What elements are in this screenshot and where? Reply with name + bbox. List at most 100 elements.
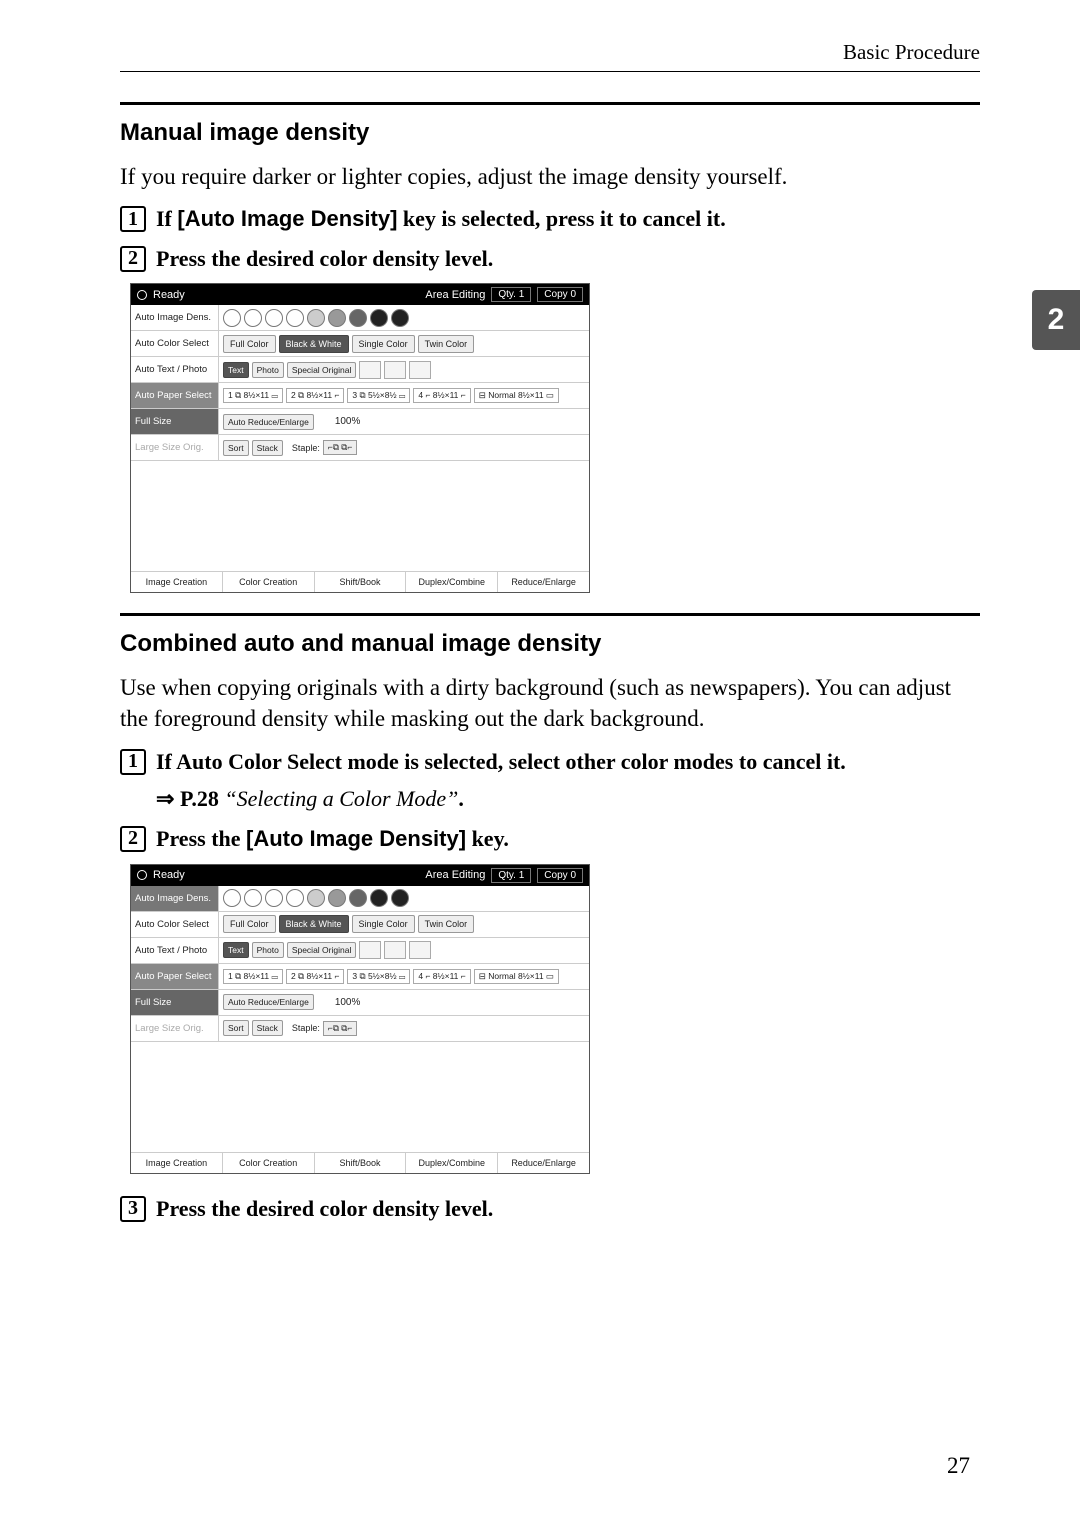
ref-title: “Selecting a Color Mode” — [224, 786, 458, 811]
bypass-tray-button[interactable]: ⊟ Normal 8½×11 ▭ — [474, 969, 559, 984]
step-text: Press the [Auto Image Density] key. — [156, 824, 509, 854]
reduce-enlarge-tab[interactable]: Reduce/Enlarge — [498, 1153, 589, 1173]
auto-text-photo-button[interactable]: Auto Text / Photo — [131, 938, 219, 963]
zoom-pct: 100% — [335, 997, 361, 1008]
auto-image-density-button[interactable]: Auto Image Dens. — [131, 886, 219, 911]
sort-row: Large Size Orig. Sort Stack Staple: ⌐⧉ ⧉… — [131, 435, 589, 461]
section2-heading: Combined auto and manual image density — [120, 630, 980, 658]
large-size-orig-button[interactable]: Large Size Orig. — [131, 1016, 219, 1041]
stack-button[interactable]: Stack — [252, 1020, 283, 1036]
section1-step1: 1 If [Auto Image Density] key is selecte… — [120, 204, 980, 234]
section1-intro: If you require darker or lighter copies,… — [120, 161, 980, 192]
qty-counter: Qty. 1 — [491, 868, 531, 883]
duplex-combine-tab[interactable]: Duplex/Combine — [406, 1153, 498, 1173]
sort-button[interactable]: Sort — [223, 1020, 249, 1036]
t: key is selected, press it to cancel it. — [397, 206, 725, 231]
ready-label: Ready — [153, 869, 185, 881]
bypass-tray-button[interactable]: ⊟ Normal 8½×11 ▭ — [474, 388, 559, 403]
full-color-button[interactable]: Full Color — [223, 335, 276, 353]
text-button[interactable]: Text — [223, 942, 249, 958]
t: If — [156, 206, 177, 231]
paper-select-row: Auto Paper Select 1 ⧉ 8½×11 ▭ 2 ⧉ 8½×11 … — [131, 383, 589, 409]
tray-3-button[interactable]: 3 ⧉ 5½×8½ ▭ — [347, 388, 410, 403]
image-creation-tab[interactable]: Image Creation — [131, 572, 223, 592]
panel-blank — [131, 461, 589, 571]
copier-panel-1: Ready Area Editing Qty. 1 Copy 0 Auto Im… — [130, 283, 980, 593]
special-original-button[interactable]: Special Original — [287, 362, 357, 378]
auto-paper-select-button[interactable]: Auto Paper Select — [131, 964, 219, 989]
shift-book-tab[interactable]: Shift/Book — [315, 1153, 407, 1173]
panel-bottom-tabs: Image Creation Color Creation Shift/Book… — [131, 1152, 589, 1173]
t: . — [458, 786, 464, 811]
full-color-button[interactable]: Full Color — [223, 915, 276, 933]
auto-reduce-enlarge-button[interactable]: Auto Reduce/Enlarge — [223, 414, 314, 430]
tray-4-button[interactable]: 4 ⌐ 8½×11 ⌐ — [413, 969, 470, 984]
ref-page: P.28 — [180, 786, 219, 811]
single-color-button[interactable]: Single Color — [352, 915, 415, 933]
panel-titlebar: Ready Area Editing Qty. 1 Copy 0 — [131, 865, 589, 886]
orientation-icon[interactable] — [409, 361, 431, 379]
special-original-button[interactable]: Special Original — [287, 942, 357, 958]
step-text: If [Auto Image Density] key is selected,… — [156, 204, 726, 234]
area-editing-label[interactable]: Area Editing — [425, 289, 485, 301]
density-row: Auto Image Dens. — [131, 305, 589, 331]
section1-step2: 2 Press the desired color density level. — [120, 244, 980, 274]
staple-button[interactable]: ⌐⧉ ⧉⌐ — [323, 440, 357, 455]
color-creation-tab[interactable]: Color Creation — [223, 1153, 315, 1173]
tray-2-button[interactable]: 2 ⧉ 8½×11 ⌐ — [286, 969, 344, 984]
full-size-button[interactable]: Full Size — [131, 409, 219, 434]
orientation-icon[interactable] — [384, 361, 406, 379]
fullsize-row: Full Size Auto Reduce/Enlarge 100% — [131, 990, 589, 1016]
stack-button[interactable]: Stack — [252, 440, 283, 456]
auto-reduce-enlarge-button[interactable]: Auto Reduce/Enlarge — [223, 994, 314, 1010]
color-creation-tab[interactable]: Color Creation — [223, 572, 315, 592]
orientation-icon[interactable] — [359, 941, 381, 959]
auto-color-select-button[interactable]: Auto Color Select — [131, 331, 219, 356]
density-dots[interactable] — [219, 886, 589, 911]
full-size-button[interactable]: Full Size — [131, 990, 219, 1015]
t: key. — [466, 826, 509, 851]
copy-counter: Copy 0 — [537, 868, 583, 883]
single-color-button[interactable]: Single Color — [352, 335, 415, 353]
density-dots[interactable] — [219, 305, 589, 330]
section2-step1: 1 If Auto Color Select mode is selected,… — [120, 747, 980, 777]
duplex-combine-tab[interactable]: Duplex/Combine — [406, 572, 498, 592]
step-text: If Auto Color Select mode is selected, s… — [156, 747, 846, 777]
twin-color-button[interactable]: Twin Color — [418, 335, 475, 353]
color-select-row: Auto Color Select Full Color Black & Whi… — [131, 912, 589, 938]
sort-row: Large Size Orig. Sort Stack Staple: ⌐⧉ ⧉… — [131, 1016, 589, 1042]
status-icon — [137, 870, 147, 880]
copy-counter: Copy 0 — [537, 287, 583, 302]
text-button[interactable]: Text — [223, 362, 249, 378]
large-size-orig-button[interactable]: Large Size Orig. — [131, 435, 219, 460]
auto-color-select-button[interactable]: Auto Color Select — [131, 912, 219, 937]
tray-1-button[interactable]: 1 ⧉ 8½×11 ▭ — [223, 388, 283, 403]
auto-image-density-button[interactable]: Auto Image Dens. — [131, 305, 219, 330]
black-white-button[interactable]: Black & White — [279, 335, 349, 353]
tray-3-button[interactable]: 3 ⧉ 5½×8½ ▭ — [347, 969, 410, 984]
area-editing-label[interactable]: Area Editing — [425, 869, 485, 881]
tray-1-button[interactable]: 1 ⧉ 8½×11 ▭ — [223, 969, 283, 984]
reduce-enlarge-tab[interactable]: Reduce/Enlarge — [498, 572, 589, 592]
rule — [120, 102, 980, 105]
auto-paper-select-button[interactable]: Auto Paper Select — [131, 383, 219, 408]
black-white-button[interactable]: Black & White — [279, 915, 349, 933]
photo-button[interactable]: Photo — [252, 942, 284, 958]
sort-button[interactable]: Sort — [223, 440, 249, 456]
tray-2-button[interactable]: 2 ⧉ 8½×11 ⌐ — [286, 388, 344, 403]
twin-color-button[interactable]: Twin Color — [418, 915, 475, 933]
staple-button[interactable]: ⌐⧉ ⧉⌐ — [323, 1021, 357, 1036]
tray-4-button[interactable]: 4 ⌐ 8½×11 ⌐ — [413, 388, 470, 403]
photo-button[interactable]: Photo — [252, 362, 284, 378]
image-creation-tab[interactable]: Image Creation — [131, 1153, 223, 1173]
step-text: Press the desired color density level. — [156, 244, 493, 274]
orientation-icon[interactable] — [384, 941, 406, 959]
orientation-icon[interactable] — [409, 941, 431, 959]
orientation-icon[interactable] — [359, 361, 381, 379]
step-number-icon: 2 — [120, 826, 146, 852]
section2-step3: 3 Press the desired color density level. — [120, 1194, 980, 1224]
page-number: 27 — [947, 1453, 970, 1479]
shift-book-tab[interactable]: Shift/Book — [315, 572, 407, 592]
qty-counter: Qty. 1 — [491, 287, 531, 302]
auto-text-photo-button[interactable]: Auto Text / Photo — [131, 357, 219, 382]
